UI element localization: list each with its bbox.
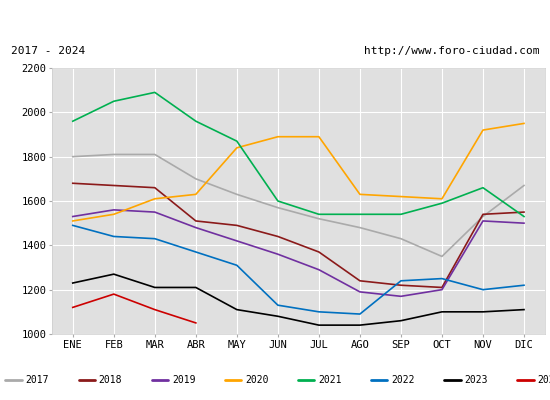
Text: 2017 - 2024: 2017 - 2024 (11, 46, 85, 56)
Text: 2020: 2020 (245, 375, 268, 385)
Text: 2017: 2017 (26, 375, 49, 385)
Text: 2021: 2021 (318, 375, 342, 385)
Text: http://www.foro-ciudad.com: http://www.foro-ciudad.com (364, 46, 539, 56)
Text: 2018: 2018 (99, 375, 122, 385)
Text: 2019: 2019 (172, 375, 195, 385)
Text: 2023: 2023 (464, 375, 488, 385)
Text: 2024: 2024 (537, 375, 550, 385)
Text: Evolucion del paro registrado en Jávea/Xàbia: Evolucion del paro registrado en Jávea/X… (91, 10, 459, 25)
Text: 2022: 2022 (391, 375, 415, 385)
